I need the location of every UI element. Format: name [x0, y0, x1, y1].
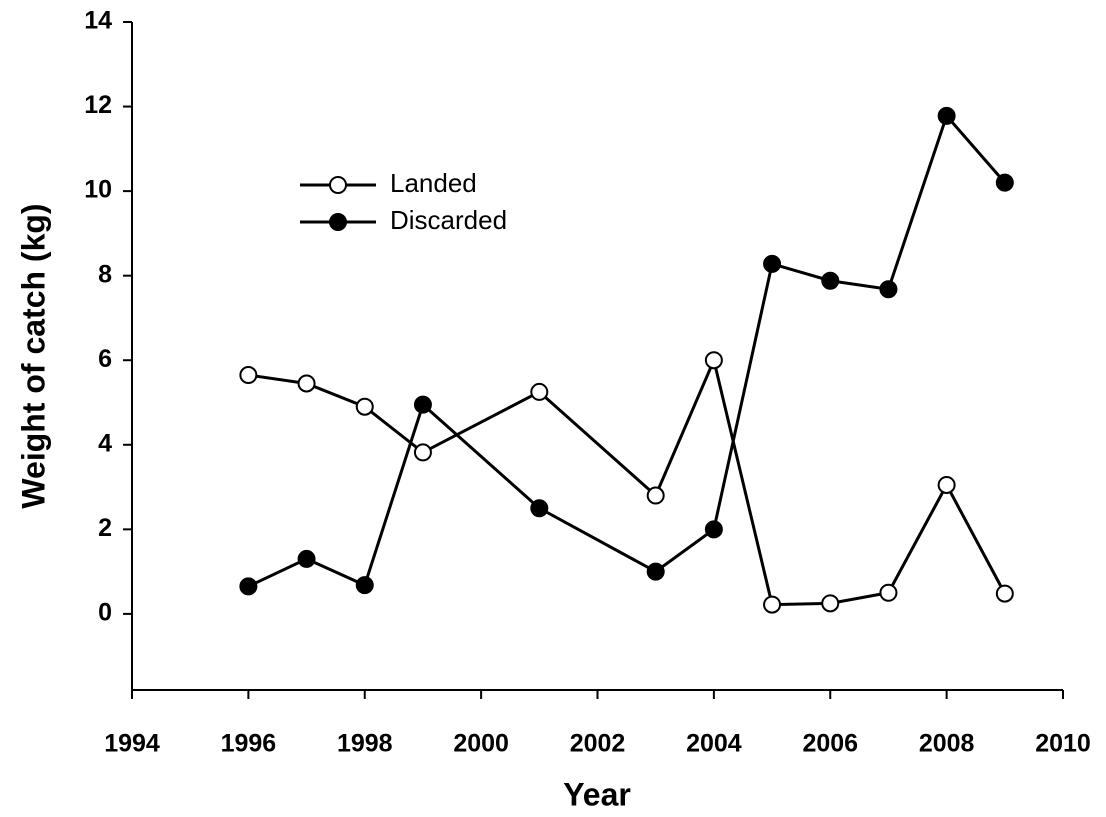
x-tick-label: 1994 [104, 730, 160, 758]
y-tick-label: 10 [84, 176, 112, 204]
y-tick-label: 12 [84, 91, 112, 119]
x-tick-label: 2004 [686, 730, 742, 758]
y-tick-label: 14 [84, 7, 112, 35]
data-point [530, 382, 549, 401]
data-point [297, 374, 316, 393]
data-point [413, 443, 432, 462]
data-point [413, 395, 432, 414]
data-point [821, 594, 840, 613]
data-point [704, 520, 723, 539]
x-tick-label: 1998 [337, 730, 393, 758]
data-point [763, 254, 782, 273]
series-line [247, 112, 1006, 588]
x-tick-label: 2000 [453, 730, 509, 758]
y-tick-label: 4 [98, 429, 112, 457]
data-point [239, 366, 258, 385]
data-point [646, 562, 665, 581]
data-point [297, 549, 316, 568]
x-tick-label: 2010 [1035, 730, 1091, 758]
y-tick-label: 6 [98, 345, 112, 373]
data-point [937, 106, 956, 125]
y-tick-label: 2 [98, 514, 112, 542]
y-axis-label: Weight of catch (kg) [15, 203, 51, 508]
data-point [704, 351, 723, 370]
data-point [355, 397, 374, 416]
data-point [995, 173, 1014, 192]
x-tick-label: 2006 [802, 730, 858, 758]
x-tick-label: 1996 [221, 730, 277, 758]
legend-marker [329, 213, 347, 231]
legend-marker [329, 176, 347, 194]
data-point [821, 271, 840, 290]
data-point [937, 475, 956, 494]
y-tick-label: 0 [98, 599, 112, 627]
data-point [879, 583, 898, 602]
data-point [355, 576, 374, 595]
legend-label: Landed [390, 168, 477, 198]
data-point [646, 486, 665, 505]
data-point [239, 577, 258, 596]
data-point [995, 584, 1014, 603]
data-point [879, 280, 898, 299]
data-point [530, 499, 549, 518]
y-tick-label: 8 [98, 260, 112, 288]
x-axis-label: Year [563, 776, 631, 812]
x-tick-label: 2002 [570, 730, 626, 758]
series-line [248, 355, 1007, 607]
legend-label: Discarded [390, 205, 507, 235]
data-point [763, 595, 782, 614]
x-tick-label: 2008 [919, 730, 975, 758]
